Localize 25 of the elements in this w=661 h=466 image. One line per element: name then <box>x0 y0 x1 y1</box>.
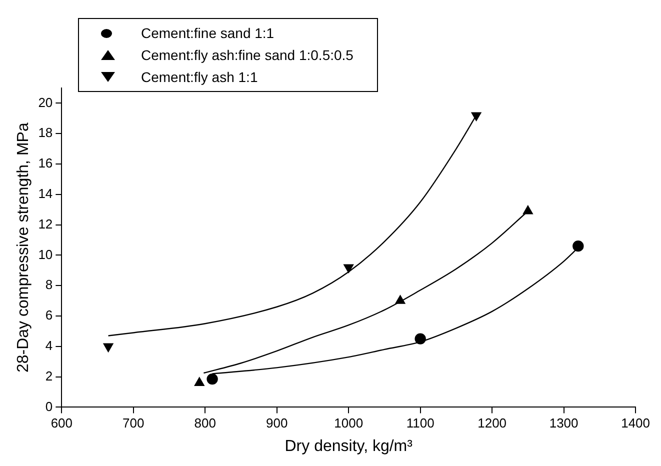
x-tick-label: 1400 <box>621 416 650 431</box>
legend-label: Cement:fine sand 1:1 <box>141 24 274 43</box>
y-axis-title: 28-Day compressive strength, MPa <box>15 122 32 373</box>
y-tick-label: 18 <box>38 125 53 140</box>
x-tick-label: 1300 <box>549 416 578 431</box>
y-tick-label: 14 <box>38 186 53 201</box>
x-tick-label: 600 <box>50 416 73 431</box>
y-tick-label: 10 <box>38 246 53 262</box>
x-tick-label: 1000 <box>334 416 364 431</box>
y-tick-label: 0 <box>45 398 53 414</box>
y-tick-label: 2 <box>45 368 53 384</box>
x-tick-label: 800 <box>194 416 216 431</box>
y-tick-label: 12 <box>38 216 53 232</box>
y-tick-label: 20 <box>38 94 53 110</box>
x-tick-label: 1100 <box>406 416 434 431</box>
legend-label: Cement:fly ash 1:1 <box>141 68 258 87</box>
legend-label: Cement:fly ash:fine sand 1:0.5:0.5 <box>141 46 354 65</box>
y-tick-label: 6 <box>45 308 53 323</box>
x-tick-label: 900 <box>266 416 288 431</box>
x-tick-label: 1200 <box>478 416 507 431</box>
x-tick-label: 700 <box>122 416 144 431</box>
y-tick-label: 4 <box>45 338 53 353</box>
x-axis-title: Dry density, kg/m³ <box>284 438 414 455</box>
y-tick-label: 8 <box>45 277 53 292</box>
y-tick-label: 16 <box>38 156 53 171</box>
